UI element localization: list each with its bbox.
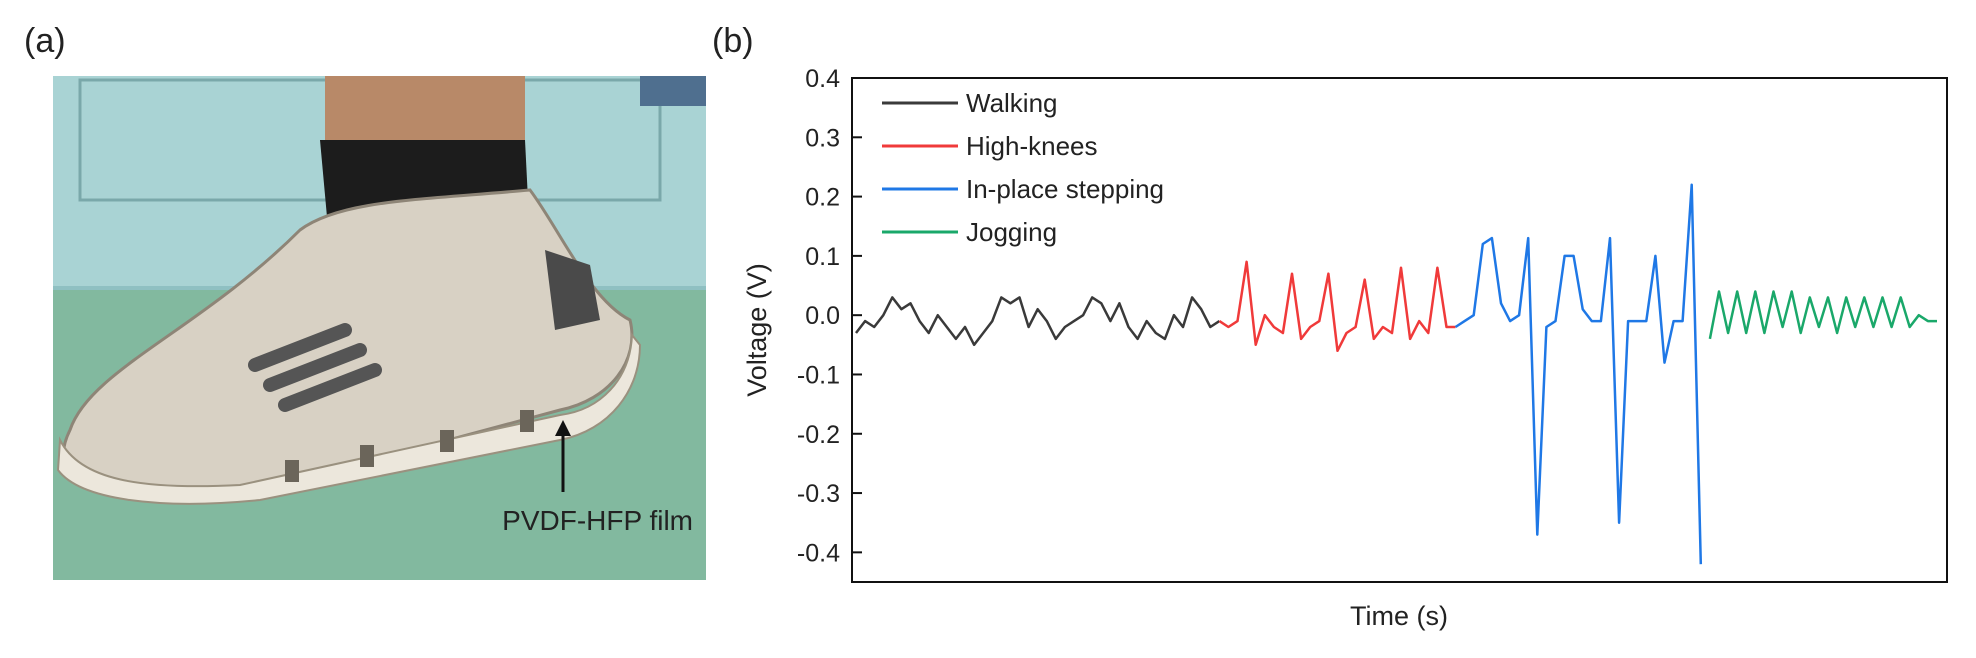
- series-line: [1218, 260, 1456, 353]
- y-tick-label: 0.3: [805, 124, 840, 152]
- y-tick-label: -0.2: [797, 421, 840, 449]
- photo-annotation: PVDF-HFP film: [502, 505, 693, 536]
- x-axis-label: Time (s): [1350, 601, 1448, 631]
- series-line: [855, 296, 1221, 347]
- y-tick-label: -0.4: [797, 539, 840, 567]
- series-line: [1708, 290, 1937, 340]
- panel-label: (b): [712, 22, 754, 60]
- series-line: [1454, 183, 1703, 565]
- legend-label: Jogging: [966, 217, 1057, 247]
- y-tick-label: -0.1: [797, 361, 840, 389]
- photo: [53, 76, 706, 580]
- y-axis-label: Voltage (V): [742, 263, 772, 397]
- y-tick-label: -0.3: [797, 480, 840, 508]
- legend-label: In-place stepping: [966, 174, 1164, 204]
- legend-label: Walking: [966, 88, 1058, 118]
- y-tick-label: 0.4: [805, 65, 840, 93]
- panel-label: (a): [24, 22, 66, 60]
- y-tick-label: 0.0: [805, 302, 840, 330]
- plot-frame: [851, 77, 1948, 583]
- legend-label: High-knees: [966, 131, 1098, 161]
- y-tick-label: 0.1: [805, 243, 840, 271]
- y-tick-label: 0.2: [805, 184, 840, 212]
